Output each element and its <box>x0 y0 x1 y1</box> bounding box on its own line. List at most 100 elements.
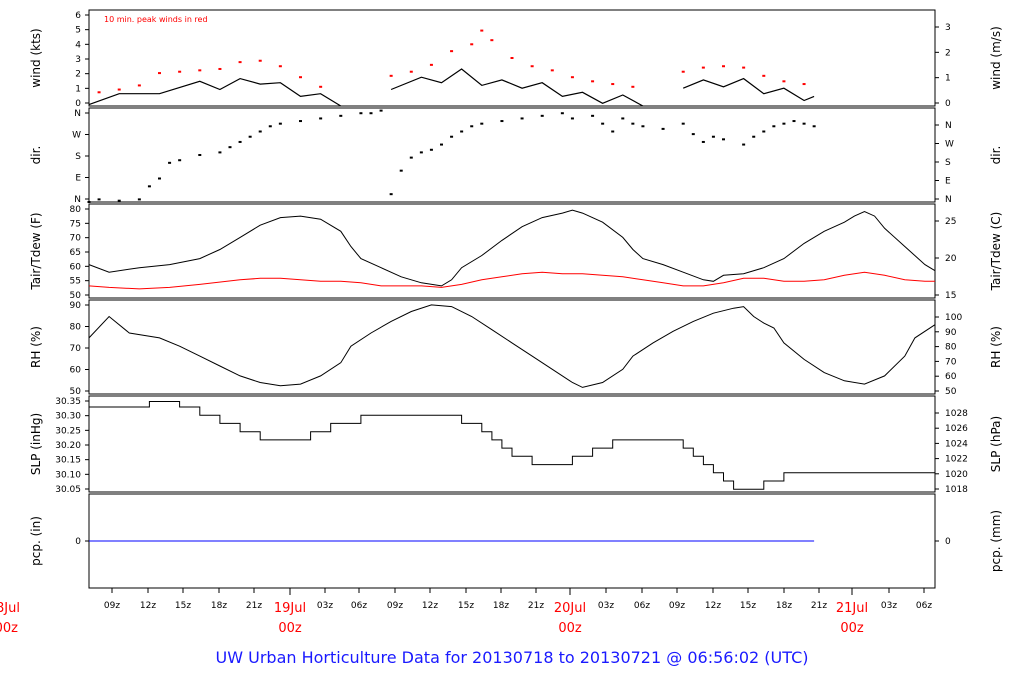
series-Tdew <box>88 271 935 290</box>
point-direction <box>540 114 544 117</box>
point-direction <box>248 135 252 138</box>
point-10 min. peak winds <box>178 70 182 73</box>
point-direction <box>742 143 746 146</box>
tick-label-left: 3 <box>75 55 81 65</box>
point-direction <box>258 130 262 133</box>
x-tick-label: 12z <box>140 601 156 611</box>
panel-frame-rh <box>88 299 936 395</box>
x-day-label: 21Jul <box>836 601 868 616</box>
tick-label-left: 30.25 <box>55 426 81 436</box>
point-10 min. peak winds <box>480 29 484 32</box>
point-direction <box>701 140 705 143</box>
x-tick-label: 12z <box>705 601 721 611</box>
tick-label-left: 65 <box>70 248 81 258</box>
tick-label-right: 25 <box>945 217 956 227</box>
point-direction <box>147 185 151 188</box>
tick-label-left: 1 <box>75 84 81 94</box>
point-10 min. peak winds <box>158 72 161 75</box>
tick-label-left: 5 <box>75 26 81 36</box>
point-direction <box>812 125 816 128</box>
point-direction <box>339 114 343 117</box>
tick-label-left: 30.05 <box>55 485 81 495</box>
tick-label-left: 30.15 <box>55 456 81 466</box>
tick-label-left: 75 <box>70 219 81 229</box>
x-tick-label: 15z <box>175 601 191 611</box>
ylabel-right-rh: RH (%) <box>989 326 1003 368</box>
point-10 min. peak winds <box>278 65 282 68</box>
x-tick-label: 09z <box>669 601 685 611</box>
tick-label-right: N <box>945 195 952 205</box>
point-10 min. peak winds <box>631 85 635 88</box>
point-direction <box>460 130 464 133</box>
point-direction <box>178 159 182 162</box>
tick-label-right: 1 <box>945 74 951 84</box>
ylabel-left-pcp: pcp. (in) <box>29 516 43 566</box>
point-direction <box>792 120 796 123</box>
point-direction <box>87 201 91 203</box>
tick-label-left: 60 <box>70 262 82 272</box>
point-direction <box>520 117 524 120</box>
ylabel-right-wind: wind (m/s) <box>989 26 1003 90</box>
x-tick-label: 18z <box>493 601 509 611</box>
point-direction <box>621 117 625 120</box>
point-10 min. peak winds <box>450 50 454 53</box>
point-direction <box>681 122 685 125</box>
tick-label-left: W <box>72 131 81 141</box>
tick-label-right: 1022 <box>945 455 968 465</box>
point-10 min. peak winds <box>218 67 222 70</box>
ylabel-right-dir: dir. <box>989 146 1003 165</box>
panel-frame-temp <box>88 203 936 299</box>
point-10 min. peak winds <box>319 85 323 88</box>
point-10 min. peak winds <box>530 65 534 68</box>
point-10 min. peak winds <box>591 80 595 83</box>
x-tick-label: 03z <box>598 601 614 611</box>
point-direction <box>409 156 413 159</box>
x-tick-label: 03z <box>881 601 897 611</box>
tick-label-right: 3 <box>945 23 951 33</box>
x-day-time: 00z <box>558 621 582 636</box>
x-tick-label: 03z <box>317 601 333 611</box>
point-10 min. peak winds <box>97 91 101 94</box>
x-tick-label: 06z <box>634 601 650 611</box>
x-tick-label: 09z <box>387 601 403 611</box>
point-direction <box>419 151 423 154</box>
point-direction <box>238 140 242 143</box>
point-direction <box>722 138 725 141</box>
x-day-time: 00z <box>840 621 864 636</box>
x-day-time: 00z <box>0 621 18 636</box>
tick-label-left: 30.20 <box>55 441 81 451</box>
tick-label-right: S <box>945 158 951 168</box>
point-direction <box>268 125 272 128</box>
tick-label-left: 80 <box>70 323 82 333</box>
tick-label-right: 0 <box>945 99 951 109</box>
tick-label-right: 20 <box>945 254 957 264</box>
point-10 min. peak winds <box>570 76 574 79</box>
panel-frame-slp <box>88 395 936 493</box>
point-direction <box>762 130 766 133</box>
point-10 min. peak winds <box>409 70 413 73</box>
tick-label-left: 30.30 <box>55 412 81 422</box>
point-direction <box>591 114 595 117</box>
point-direction <box>631 122 635 125</box>
panel-frame-dir <box>88 107 936 203</box>
point-10 min. peak winds <box>137 84 141 87</box>
x-tick-label: 06z <box>351 601 367 611</box>
point-direction <box>772 125 776 128</box>
point-10 min. peak winds <box>470 43 474 46</box>
tick-label-right: 0 <box>945 537 951 547</box>
tick-label-left: 6 <box>75 11 81 21</box>
tick-label-left: N <box>74 109 81 119</box>
point-direction <box>198 154 202 156</box>
ylabel-left-slp: SLP (inHg) <box>29 413 43 475</box>
series-wind <box>682 77 815 102</box>
point-direction <box>500 120 504 123</box>
point-direction <box>137 198 141 201</box>
x-day-label: 18Jul <box>0 601 20 616</box>
tick-label-right: 1026 <box>945 424 968 434</box>
panel-frame-wind <box>88 9 936 107</box>
tick-label-left: 70 <box>70 234 82 244</box>
point-direction <box>399 169 403 172</box>
tick-label-left: 30.35 <box>55 397 81 407</box>
tick-label-right: 100 <box>945 313 962 323</box>
